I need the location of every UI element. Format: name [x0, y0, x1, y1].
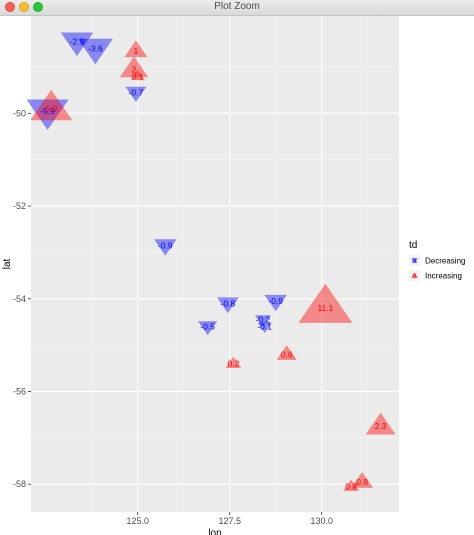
- point-value-label: -0.9: [158, 240, 173, 250]
- point-value-label: -5.9: [40, 106, 55, 116]
- plot-panel: [31, 16, 399, 512]
- legend: td a Decreasing a Increasing: [409, 240, 465, 281]
- point-value-label: 0.1: [132, 71, 144, 81]
- decreasing-point-marker: [26, 99, 69, 130]
- legend-glyph-decreasing: a: [412, 255, 417, 265]
- point-value-label: -0.7: [129, 87, 144, 97]
- window-title: Plot Zoom: [214, 1, 260, 12]
- point-value-label: 5.9: [45, 104, 57, 114]
- point-value-label: -2.9: [70, 36, 85, 46]
- point-value-label: -0.2: [256, 315, 271, 325]
- decreasing-point-marker: [154, 239, 177, 256]
- point-value-label: -3.6: [88, 43, 103, 53]
- point-value-label: 2.3: [375, 421, 387, 431]
- increasing-point-marker: [119, 56, 149, 78]
- maximize-window-button[interactable]: [33, 2, 43, 12]
- increasing-point-marker: [343, 479, 360, 491]
- legend-label-increasing: Increasing: [425, 272, 462, 281]
- data-points: [26, 32, 396, 491]
- major-gridlines: [31, 16, 399, 512]
- point-value-label: 11.1: [317, 303, 333, 313]
- minimize-window-button[interactable]: [19, 2, 29, 12]
- y-axis: -50 -52 -54 -56 -58: [13, 108, 31, 489]
- increasing-point-marker: [225, 356, 242, 369]
- scatter-plot: -2.9-3.6 -5.9 -0.7 -0.9 -0.8 -0.9 -0.2-0.1 -0.5…: [2, 16, 465, 535]
- legend-glyph-increasing: a: [412, 270, 417, 280]
- increasing-point-marker: [124, 40, 148, 58]
- y-tick-label: -56: [13, 386, 26, 396]
- increasing-point-marker: [365, 412, 396, 435]
- point-value-label: 1: [134, 46, 139, 56]
- decreasing-point-marker: [216, 297, 239, 314]
- y-tick-label: -54: [13, 294, 26, 304]
- y-tick-label: -58: [13, 479, 26, 489]
- close-window-button[interactable]: [5, 2, 15, 12]
- y-tick-label: -50: [13, 108, 26, 118]
- window-titlebar[interactable]: Plot Zoom: [0, 0, 474, 16]
- x-axis: 125.0 127.5 130.0: [126, 512, 333, 526]
- legend-swatch-decreasing: [411, 258, 418, 264]
- legend-key-decreasing: [409, 255, 420, 266]
- decreasing-point-marker: [125, 86, 147, 102]
- minor-gridlines: [31, 16, 399, 512]
- x-tick-label: 125.0: [126, 516, 149, 526]
- decreasing-point-marker: [197, 321, 218, 336]
- decreasing-point-marker: [60, 32, 94, 57]
- point-value-label: -0.9: [268, 296, 283, 306]
- point-value-label: 0.8: [356, 477, 368, 487]
- x-tick-label: 130.0: [310, 516, 333, 526]
- legend-key-increasing: [409, 270, 420, 281]
- increasing-point-marker: [130, 69, 145, 81]
- legend-title: td: [409, 240, 417, 251]
- legend-label-decreasing: Decreasing: [425, 257, 465, 266]
- increasing-point-marker: [30, 89, 73, 121]
- data-labels: -2.9-3.6 -5.9 -0.7 -0.9 -0.8 -0.9 -0.2-0.1 -0.5…: [40, 36, 387, 491]
- decreasing-point-marker: [254, 315, 271, 327]
- y-axis-title: lat: [2, 258, 13, 269]
- point-value-label: -0.1: [257, 322, 272, 332]
- increasing-point-marker: [276, 345, 297, 360]
- increasing-point-marker: [351, 472, 374, 488]
- decreasing-point-marker: [264, 294, 287, 312]
- legend-swatch-increasing: [411, 272, 418, 278]
- x-axis-title: lon: [208, 528, 221, 535]
- decreasing-point-marker: [77, 38, 113, 65]
- increasing-point-marker: [298, 283, 353, 323]
- y-tick-label: -52: [13, 201, 26, 211]
- point-value-label: 0.6: [281, 349, 293, 359]
- point-value-label: 0.2: [227, 359, 239, 369]
- point-value-label: 2: [132, 64, 137, 74]
- point-value-label: -0.5: [200, 322, 215, 332]
- point-value-label: -0.8: [221, 298, 236, 308]
- point-value-label: 0.2: [345, 482, 357, 492]
- decreasing-point-marker: [257, 322, 272, 333]
- x-tick-label: 127.5: [218, 516, 241, 526]
